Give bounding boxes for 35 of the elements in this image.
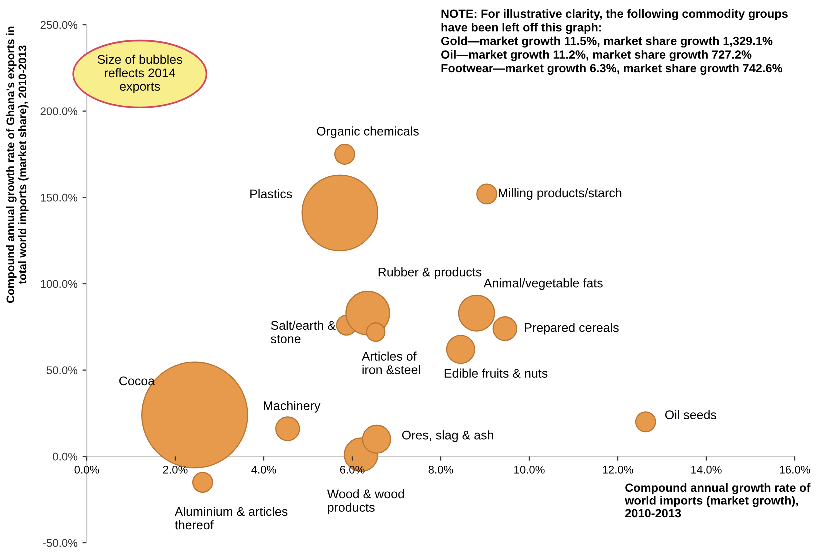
y-tick-label: 200.0% xyxy=(40,108,78,116)
text: Aluminium & articles thereof xyxy=(174,507,288,530)
annotation: Size of bubbles reflects 2014 exports xyxy=(98,54,182,94)
y-tick-label: 0.0% xyxy=(53,452,78,461)
series-label: Ores, slag & ash xyxy=(402,430,494,442)
y-tick-label: 100.0% xyxy=(41,280,78,288)
x-tick-label: 14.0% xyxy=(692,466,722,474)
series-label: Milling products/starch xyxy=(499,188,622,200)
series-label: Organic chemicals xyxy=(317,126,419,138)
series-label: Rubber & products xyxy=(378,268,482,280)
y-tick-label: 250.0% xyxy=(40,21,78,30)
x-tick-label: 6.0% xyxy=(340,466,365,474)
series-label: Cocoa xyxy=(120,376,156,386)
y-tick-label: 150.0% xyxy=(41,194,78,202)
series-label: Machinery xyxy=(264,401,321,413)
annotation: NOTE: For illustrative clarity, the following commodity groups have been left off this graph: Gold—market growth 11.5%, market share growth 1,329.1% Oil—market growth 11.2%, market share growth 727.2% Footwear—market growth 6.3%, market share growth 742.6% xyxy=(441,9,788,76)
y-tick-label: 50.0% xyxy=(46,366,78,374)
x-tick-label: 10.0% xyxy=(514,466,545,474)
x-tick-label: 16.0% xyxy=(780,466,810,474)
series-label: Edible fruits & nuts xyxy=(444,368,548,378)
x-axis-title: Compound annual growth rate of world imports (market growth), 2010-2013 xyxy=(625,483,811,518)
x-tick-label: 0.0% xyxy=(74,466,100,474)
x-tick-label: 2.0% xyxy=(163,466,188,474)
x-tick-label: 8.0% xyxy=(428,466,454,474)
series-label: Plastics xyxy=(250,189,292,199)
series-label: Articles of iron &steel xyxy=(362,352,420,374)
x-tick-label: 12.0% xyxy=(603,466,634,474)
y-tick-label: -50.0% xyxy=(43,539,78,548)
x-tick-label: 4.0% xyxy=(252,466,276,474)
series-label: Animal/vegetable fats xyxy=(484,278,603,290)
series-label: Salt/earth & stone xyxy=(271,320,336,344)
text: Wood & wood products xyxy=(327,489,404,514)
series-label: Prepared cereals xyxy=(525,323,619,335)
series-label: Oil seeds xyxy=(665,410,717,420)
y-axis-title: Compound annual growth rate of Ghana's exports in total world imports (market share), 2010-2013 xyxy=(6,26,29,304)
